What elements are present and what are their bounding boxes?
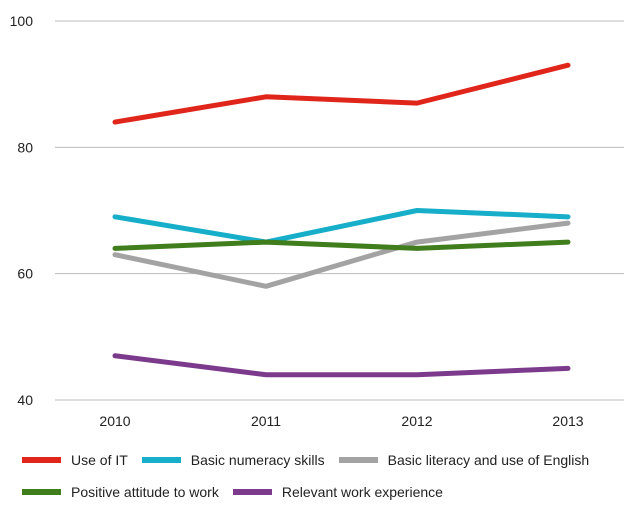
legend-item-basic-literacy: Basic literacy and use of English (338, 452, 590, 468)
x-tick-label: 2010 (99, 413, 130, 429)
legend-label: Positive attitude to work (71, 484, 219, 500)
gridlines (55, 20, 624, 401)
legend-item-use-of-it: Use of IT (22, 452, 128, 468)
series-line-2 (112, 220, 571, 289)
legend-item-basic-numeracy: Basic numeracy skills (141, 452, 325, 468)
x-axis-ticks: 2010 2011 2012 2013 (99, 413, 583, 429)
series-line-3 (112, 239, 571, 251)
legend-swatch (22, 457, 61, 463)
x-tick-label: 2011 (251, 413, 281, 429)
y-tick-label: 100 (10, 13, 34, 29)
legend-item-work-experience: Relevant work experience (232, 484, 443, 500)
x-tick-label: 2012 (401, 413, 432, 429)
y-tick-label: 80 (17, 139, 33, 155)
legend-row-1: Use of IT Basic numeracy skills Basic li… (22, 444, 627, 476)
series-line-0 (112, 62, 571, 125)
legend-swatch (22, 489, 61, 495)
legend-swatch (232, 489, 272, 495)
legend-swatch (141, 457, 181, 463)
legend-label: Basic numeracy skills (190, 452, 325, 468)
legend-swatch (338, 457, 378, 463)
y-tick-label: 60 (17, 266, 33, 282)
y-tick-label: 40 (17, 392, 33, 408)
series-line-1 (112, 208, 571, 245)
legend: Use of IT Basic numeracy skills Basic li… (22, 444, 627, 508)
legend-label: Basic literacy and use of English (387, 452, 590, 468)
x-tick-label: 2013 (552, 413, 583, 429)
legend-item-positive-attitude: Positive attitude to work (22, 484, 219, 500)
series-line-4 (112, 353, 571, 378)
legend-label: Relevant work experience (281, 484, 443, 500)
line-chart: 40 60 80 100 2010 2011 2012 2013 (10, 13, 624, 429)
legend-label: Use of IT (71, 452, 128, 468)
legend-row-2: Positive attitude to work Relevant work … (22, 476, 627, 508)
series-lines (112, 62, 571, 378)
y-axis-ticks: 40 60 80 100 (10, 13, 34, 408)
